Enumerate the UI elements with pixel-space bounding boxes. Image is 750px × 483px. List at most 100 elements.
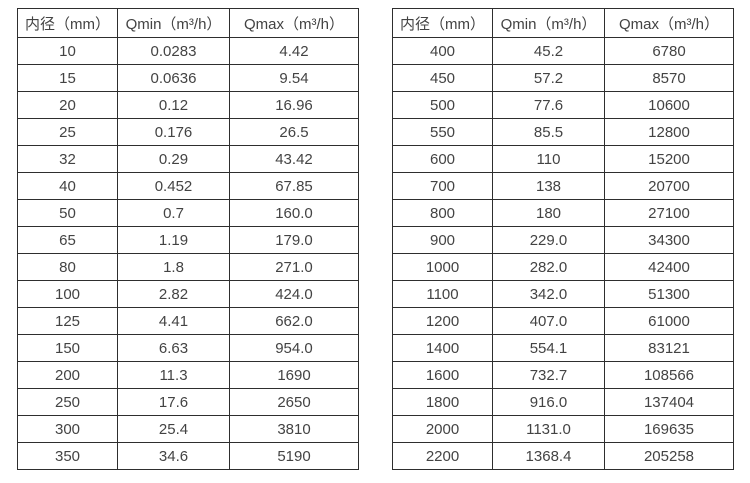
cell-diameter: 1200 [392,307,493,335]
cell-qmin: 2.82 [117,280,230,308]
cell-qmin: 1131.0 [492,415,605,443]
table-row: 800 180 27100 [392,199,734,227]
table-row: 15 0.0636 9.54 [17,64,359,92]
table-row: 200 11.3 1690 [17,361,359,389]
table-row: 65 1.19 179.0 [17,226,359,254]
table-row: 40 0.452 67.85 [17,172,359,200]
cell-diameter: 300 [17,415,118,443]
cell-diameter: 1600 [392,361,493,389]
cell-diameter: 500 [392,91,493,119]
cell-qmax: 3810 [229,415,359,443]
table-row: 1800 916.0 137404 [392,388,734,416]
table-row: 300 25.4 3810 [17,415,359,443]
cell-qmin: 11.3 [117,361,230,389]
cell-qmin: 17.6 [117,388,230,416]
table-row: 80 1.8 271.0 [17,253,359,281]
cell-diameter: 900 [392,226,493,254]
cell-qmax: 8570 [604,64,734,92]
cell-diameter: 800 [392,199,493,227]
cell-diameter: 1800 [392,388,493,416]
cell-qmin: 0.0283 [117,37,230,65]
cell-diameter: 50 [17,199,118,227]
cell-qmin: 0.7 [117,199,230,227]
cell-diameter: 350 [17,442,118,470]
cell-diameter: 550 [392,118,493,146]
cell-diameter: 200 [17,361,118,389]
cell-qmax: 6780 [604,37,734,65]
cell-diameter: 700 [392,172,493,200]
cell-qmax: 12800 [604,118,734,146]
table-row: 1600 732.7 108566 [392,361,734,389]
column-header-diameter: 内径（mm） [392,8,493,38]
cell-qmin: 85.5 [492,118,605,146]
cell-qmin: 916.0 [492,388,605,416]
cell-diameter: 80 [17,253,118,281]
cell-qmax: 51300 [604,280,734,308]
cell-diameter: 2200 [392,442,493,470]
cell-diameter: 25 [17,118,118,146]
table-row: 25 0.176 26.5 [17,118,359,146]
column-header-qmax: Qmax（m³/h） [229,8,359,38]
cell-qmax: 27100 [604,199,734,227]
cell-diameter: 40 [17,172,118,200]
table-row: 900 229.0 34300 [392,226,734,254]
table-row: 150 6.63 954.0 [17,334,359,362]
cell-qmax: 160.0 [229,199,359,227]
cell-diameter: 1000 [392,253,493,281]
cell-qmin: 0.176 [117,118,230,146]
cell-qmax: 5190 [229,442,359,470]
cell-qmax: 20700 [604,172,734,200]
table-row: 50 0.7 160.0 [17,199,359,227]
table-row: 1100 342.0 51300 [392,280,734,308]
cell-qmax: 662.0 [229,307,359,335]
cell-qmax: 2650 [229,388,359,416]
table-row: 600 110 15200 [392,145,734,173]
column-header-qmin: Qmin（m³/h） [117,8,230,38]
cell-qmin: 57.2 [492,64,605,92]
table-row: 450 57.2 8570 [392,64,734,92]
column-header-qmax: Qmax（m³/h） [604,8,734,38]
cell-diameter: 250 [17,388,118,416]
cell-qmin: 25.4 [117,415,230,443]
cell-diameter: 10 [17,37,118,65]
cell-qmin: 110 [492,145,605,173]
cell-qmin: 4.41 [117,307,230,335]
cell-qmin: 1368.4 [492,442,605,470]
cell-diameter: 600 [392,145,493,173]
table-row: 32 0.29 43.42 [17,145,359,173]
cell-qmin: 0.12 [117,91,230,119]
cell-qmax: 954.0 [229,334,359,362]
table-row: 10 0.0283 4.42 [17,37,359,65]
cell-qmax: 61000 [604,307,734,335]
table-row: 350 34.6 5190 [17,442,359,470]
cell-qmin: 342.0 [492,280,605,308]
cell-qmin: 138 [492,172,605,200]
table-row: 250 17.6 2650 [17,388,359,416]
cell-diameter: 15 [17,64,118,92]
table-row: 1400 554.1 83121 [392,334,734,362]
cell-qmin: 0.0636 [117,64,230,92]
table-header-row: 内径（mm） Qmin（m³/h） Qmax（m³/h） [17,8,359,38]
cell-diameter: 32 [17,145,118,173]
cell-qmax: 179.0 [229,226,359,254]
cell-qmin: 282.0 [492,253,605,281]
table-row: 2000 1131.0 169635 [392,415,734,443]
cell-qmax: 10600 [604,91,734,119]
cell-qmin: 180 [492,199,605,227]
table-row: 400 45.2 6780 [392,37,734,65]
cell-diameter: 1400 [392,334,493,362]
cell-qmin: 6.63 [117,334,230,362]
cell-qmax: 108566 [604,361,734,389]
cell-qmax: 1690 [229,361,359,389]
table-row: 1200 407.0 61000 [392,307,734,335]
table-row: 125 4.41 662.0 [17,307,359,335]
cell-qmax: 9.54 [229,64,359,92]
cell-qmin: 1.8 [117,253,230,281]
table-row: 2200 1368.4 205258 [392,442,734,470]
cell-qmax: 271.0 [229,253,359,281]
table-body: 10 0.0283 4.42 15 0.0636 9.54 20 0.12 16.96 25 0.1… [17,37,359,470]
table-row: 20 0.12 16.96 [17,91,359,119]
table-row: 550 85.5 12800 [392,118,734,146]
cell-qmin: 732.7 [492,361,605,389]
cell-diameter: 65 [17,226,118,254]
